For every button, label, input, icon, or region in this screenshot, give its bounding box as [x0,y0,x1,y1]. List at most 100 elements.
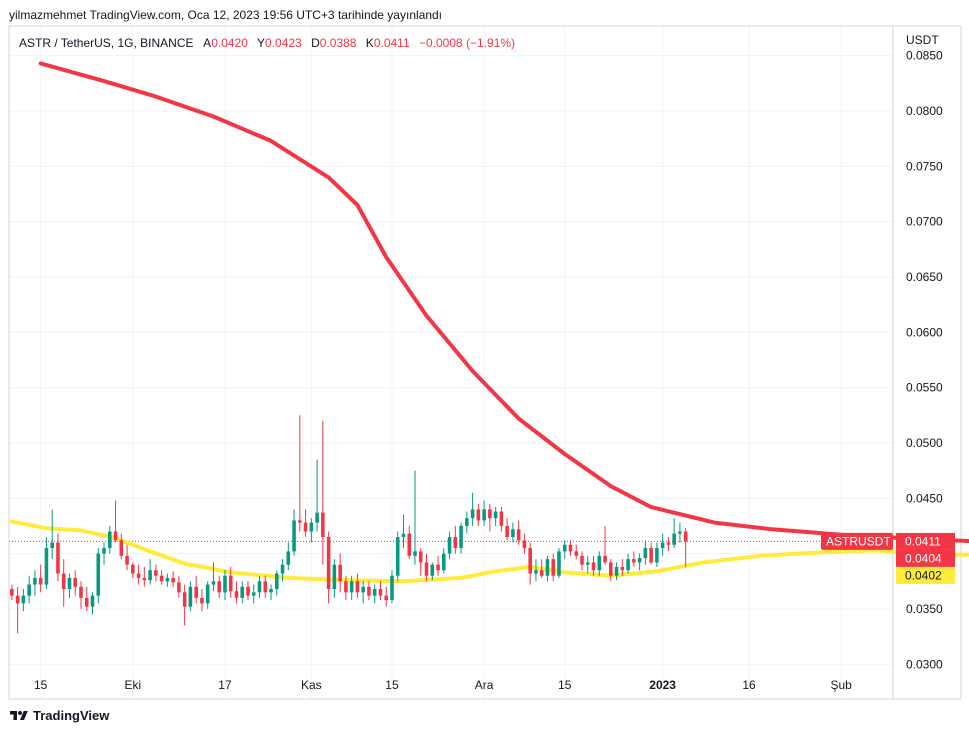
y-tick-label: 0.0300 [906,657,943,671]
candle-body [361,586,365,593]
candle [643,540,648,565]
candle-body [442,553,446,571]
candle [488,503,492,532]
candle-body [159,575,164,582]
candle-body [33,577,37,585]
candle [292,509,296,556]
candle-body [609,562,613,576]
candle-body [119,540,124,556]
candle-body [367,586,371,596]
candle [211,562,216,592]
candle [609,559,613,582]
candle [107,525,112,554]
candle [269,584,273,601]
candle [205,581,210,609]
candle-body [309,522,314,532]
x-tick-label: 15 [558,678,572,692]
candle [321,420,325,565]
candle-body [107,531,112,549]
candle-body [61,573,66,590]
y-tick-label: 0.0550 [906,381,943,395]
candle-body [27,584,31,596]
candle-body [205,584,210,604]
candle [102,542,106,565]
candle-body [511,529,515,538]
candle [217,575,221,598]
moving-average-line [9,519,969,584]
candle [38,564,43,593]
y-tick-label: 0.0650 [906,270,943,284]
candle [505,518,509,541]
candle [614,562,619,581]
candle [246,581,250,601]
candle-body [280,564,285,574]
candle-body [90,595,95,607]
candle [188,581,193,612]
price-tag-box [821,532,893,550]
candle [395,531,400,582]
candle-body [465,518,469,526]
candle [442,548,446,574]
candle-body [344,581,348,593]
candle [298,415,302,532]
candle [159,570,164,585]
candle-body [194,586,198,598]
x-tick-label: Eki [124,678,141,692]
candle-body [269,589,273,593]
candle [465,511,469,534]
candle [90,592,95,615]
candle-body [349,581,354,593]
candle-body [73,577,78,587]
candle [557,548,561,578]
candle [568,540,573,556]
candle-body [10,589,14,596]
candle [470,492,475,526]
candle [430,562,435,581]
price-tag-value: 0.0404 [905,551,942,565]
high-value: 0.0423 [265,36,302,50]
candle-body [298,520,302,523]
candle [61,559,66,607]
candle-body [171,577,175,583]
candle [620,559,625,576]
candle-body [597,555,602,571]
candle-body [56,542,60,574]
candle [27,575,31,604]
candle-body [534,570,538,574]
candle [637,553,642,571]
candle [171,571,175,587]
candle-body [315,512,319,523]
candle-body [338,564,342,582]
candle [447,531,452,560]
candle-body [390,575,394,601]
candle [545,555,550,582]
candle [678,522,682,543]
candle [660,533,665,556]
candle [234,581,239,604]
candle-body [660,542,665,549]
candle [632,551,636,567]
candle [148,559,152,585]
x-tick-label: Şub [830,678,852,692]
tradingview-brand[interactable]: TradingView [9,708,109,723]
symbol-price-tag: ASTRUSDT [826,534,891,548]
candle-body [67,577,72,590]
close-label: K [365,36,374,50]
candle [672,518,676,549]
candle-body [580,555,584,565]
candle [315,459,319,532]
candle-body [470,509,475,519]
y-tick-label: 0.0750 [906,159,943,173]
candle-body [84,597,89,607]
moving-averages [9,61,969,584]
candle-body [38,577,43,585]
candle [413,470,417,565]
candle [73,570,78,596]
candle-body [15,595,20,604]
x-tick-label: 2023 [649,678,676,692]
candle-body [626,559,630,571]
ohlc-legend: ASTR / TetherUS, 1G, BINANCE A0.0420 Y0.… [19,36,521,50]
candle-body [275,573,279,590]
candle [539,559,544,578]
